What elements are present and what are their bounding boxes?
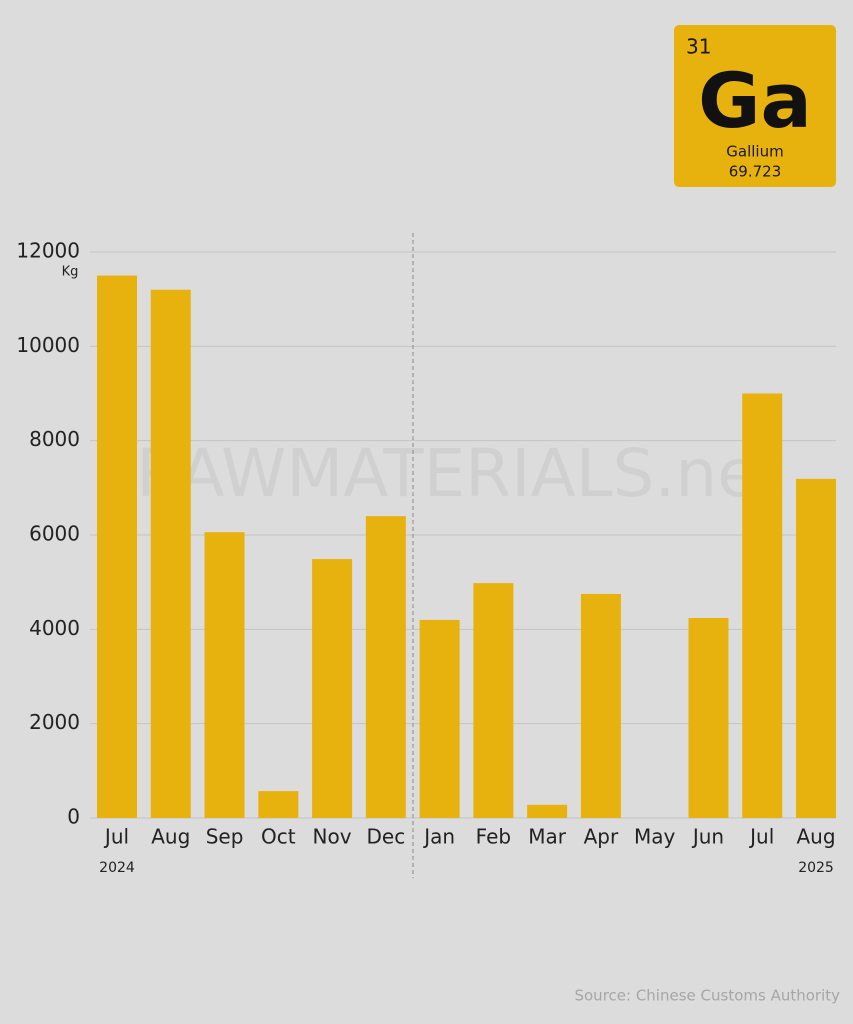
bar xyxy=(580,593,621,818)
y-tick-label: 4000 xyxy=(29,616,80,640)
x-tick-label: Dec xyxy=(366,825,405,849)
y-tick-label: 10000 xyxy=(16,333,80,357)
bar xyxy=(527,804,568,818)
bar xyxy=(150,289,191,818)
watermark: RAWMATERIALS.net xyxy=(136,435,783,512)
atomic-number: 31 xyxy=(686,35,711,59)
x-tick-label: Jul xyxy=(748,825,774,849)
year-label: 2025 xyxy=(798,860,834,876)
bar xyxy=(258,791,299,818)
atomic-mass: 69.723 xyxy=(729,163,782,181)
x-tick-label: Feb xyxy=(476,825,511,849)
x-tick-label: Apr xyxy=(584,825,619,849)
x-tick-label: Mar xyxy=(528,825,567,849)
bar xyxy=(419,619,460,818)
y-tick-label: 12000 xyxy=(16,239,80,263)
bar xyxy=(742,393,783,818)
source: Source: Chinese Customs Authority xyxy=(574,987,840,1005)
element-symbol: Ga xyxy=(698,56,812,145)
x-tick-label: Sep xyxy=(206,825,244,849)
element-name: Gallium xyxy=(726,143,783,161)
bar xyxy=(796,478,837,818)
bar xyxy=(204,532,245,818)
y-tick-label: 8000 xyxy=(29,427,80,451)
element-card xyxy=(674,25,836,187)
bar xyxy=(97,275,137,818)
bar xyxy=(365,516,406,818)
year-label: 2024 xyxy=(99,860,135,876)
y-unit: Kg xyxy=(62,265,79,280)
x-tick-label: Jun xyxy=(691,825,724,849)
y-tick-label: 0 xyxy=(67,805,80,829)
x-tick-label: Aug xyxy=(796,825,835,849)
y-tick-label: 6000 xyxy=(29,522,80,546)
x-tick-label: Oct xyxy=(261,825,296,849)
y-tick-label: 2000 xyxy=(29,710,80,734)
x-tick-label: Jan xyxy=(422,825,455,849)
bar xyxy=(688,618,729,818)
x-tick-label: Jul xyxy=(103,825,129,849)
bar xyxy=(473,583,514,818)
x-tick-label: May xyxy=(634,825,676,849)
bar xyxy=(312,559,353,818)
x-tick-label: Aug xyxy=(151,825,190,849)
x-tick-label: Nov xyxy=(313,825,352,849)
